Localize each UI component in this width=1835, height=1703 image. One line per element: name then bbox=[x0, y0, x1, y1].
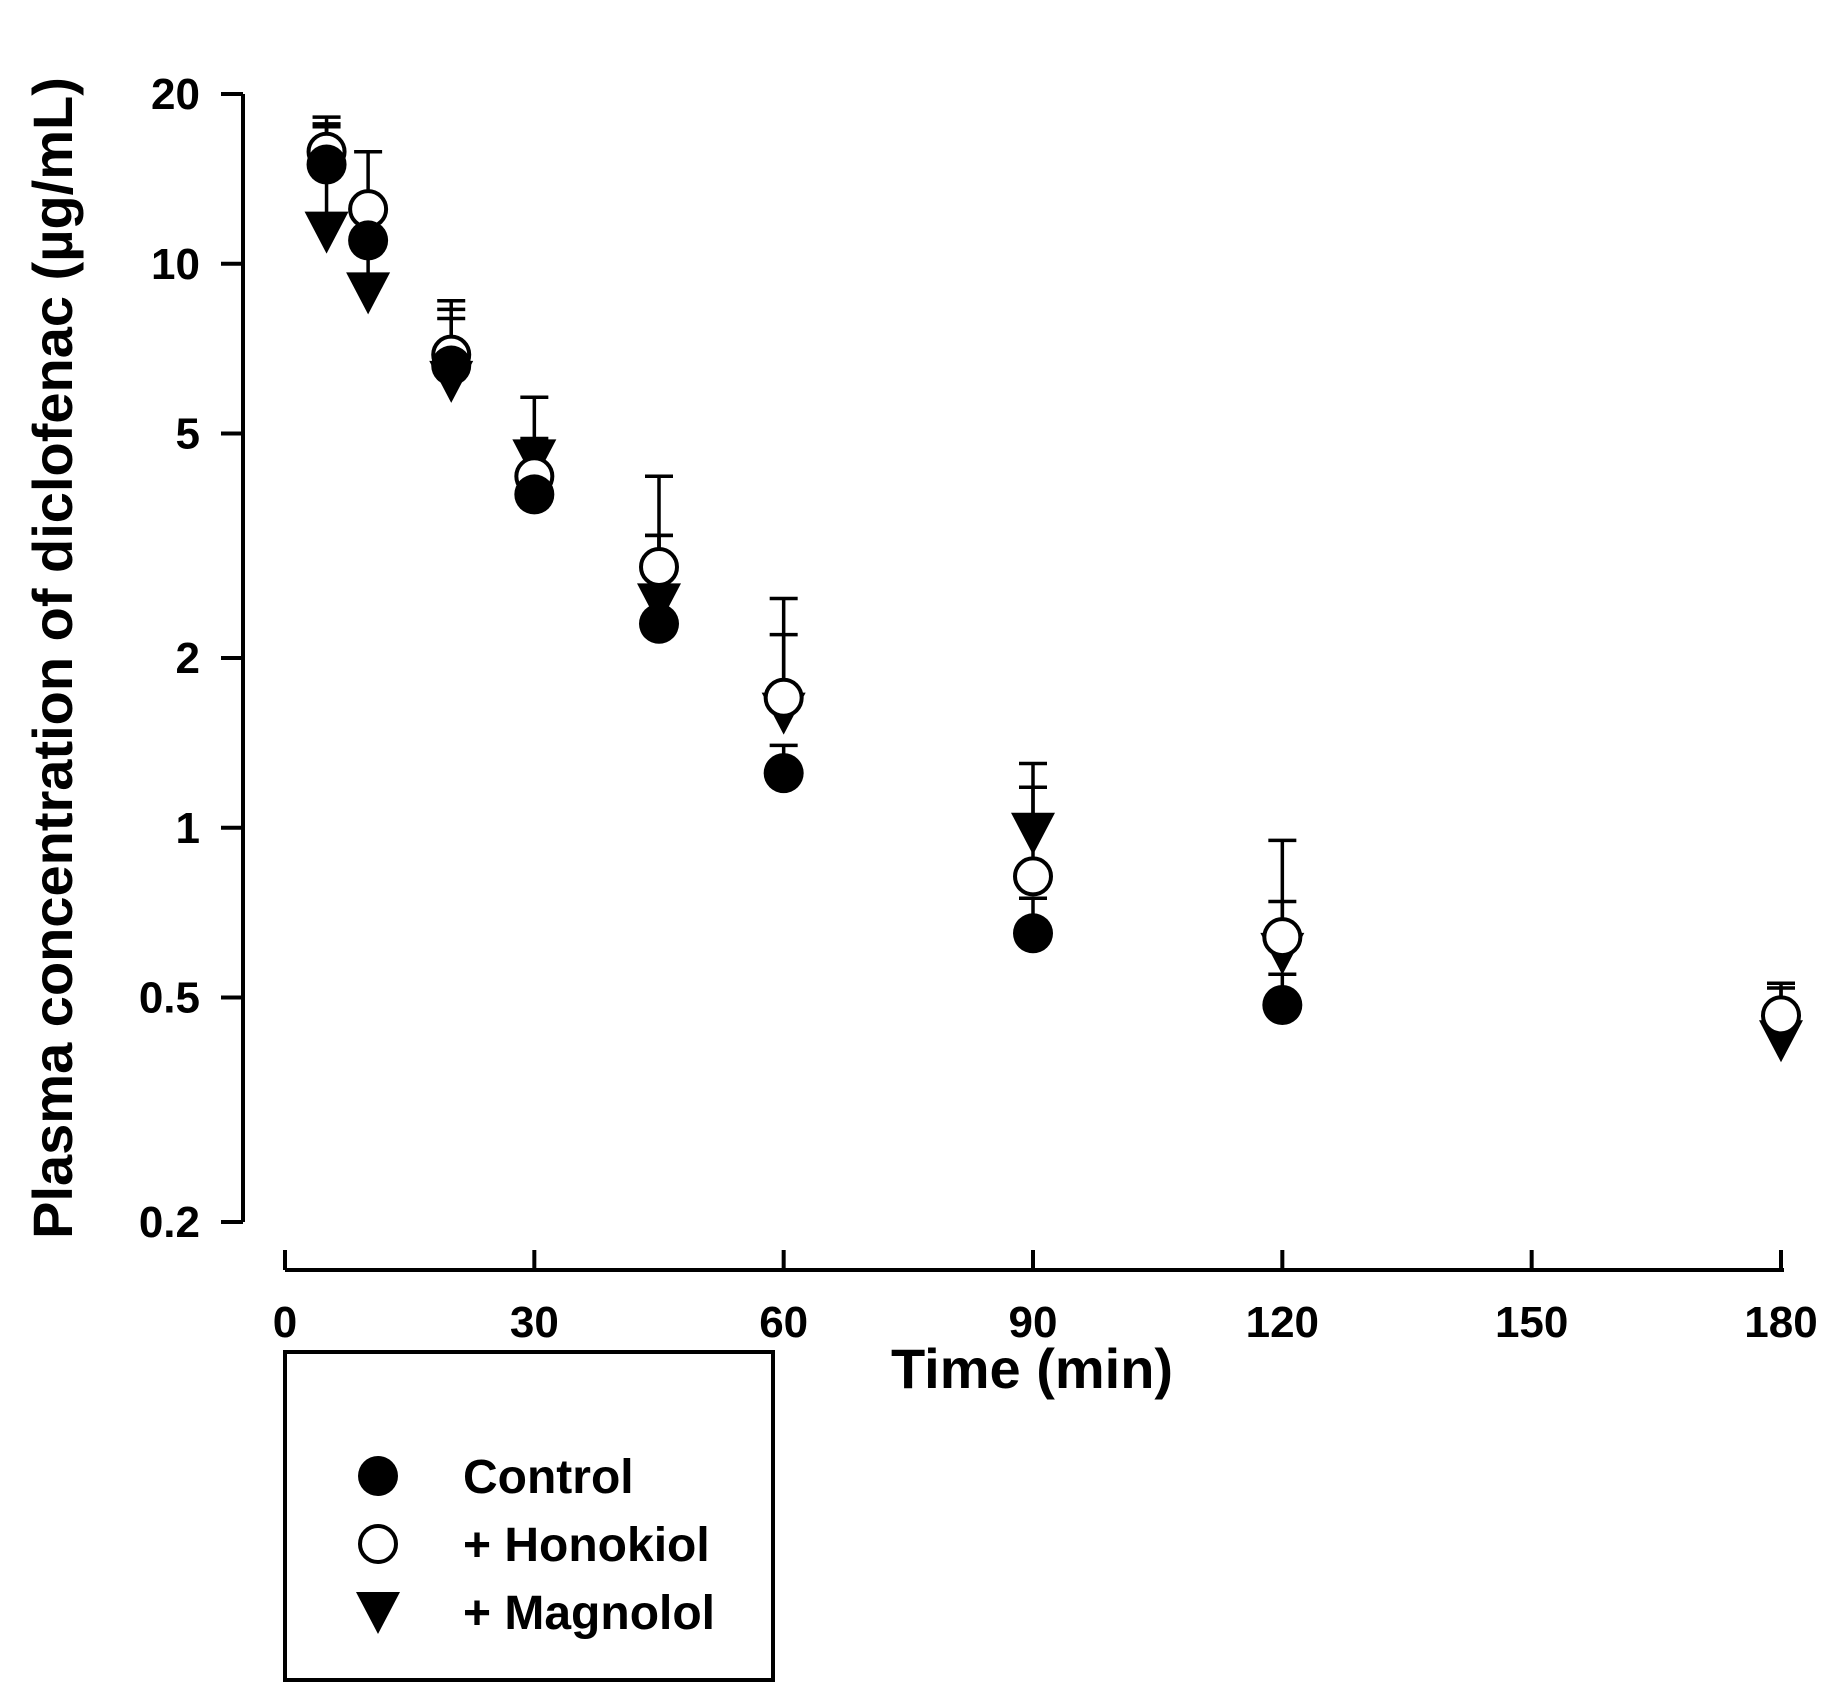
point-magnolol bbox=[304, 211, 349, 254]
point-control bbox=[639, 603, 679, 644]
x-tick-label: 150 bbox=[1495, 1298, 1568, 1347]
point-control bbox=[514, 474, 555, 515]
x-ticks: 0 30 60 90 120 150 180 bbox=[273, 1250, 1818, 1347]
point-magnolol bbox=[346, 272, 391, 315]
axes bbox=[241, 94, 1784, 1272]
y-tick-label: 10 bbox=[151, 240, 200, 289]
y-tick-label: 5 bbox=[176, 410, 200, 459]
x-tick-label: 60 bbox=[759, 1298, 808, 1347]
y-tick-label: 0.5 bbox=[139, 974, 200, 1023]
error-bars bbox=[312, 115, 1795, 1041]
legend-marker-honokiol bbox=[358, 1524, 398, 1564]
legend-marker-magnolol bbox=[356, 1592, 400, 1634]
point-control bbox=[348, 220, 389, 261]
point-honokiol bbox=[639, 546, 679, 587]
point-control bbox=[431, 345, 472, 386]
legend-items: Control + Honokiol + Magnolol bbox=[356, 1451, 715, 1640]
y-tick-label: 1 bbox=[176, 804, 200, 853]
legend-label-honokiol: + Honokiol bbox=[463, 1519, 710, 1572]
x-tick-label: 30 bbox=[510, 1298, 559, 1347]
point-control bbox=[1013, 913, 1053, 954]
y-axis-title: Plasma concentration of diclofenac (µg/m… bbox=[21, 77, 84, 1239]
y-tick-label: 2 bbox=[176, 634, 200, 683]
x-tick-label: 120 bbox=[1246, 1298, 1319, 1347]
legend-label-control: Control bbox=[463, 1451, 634, 1504]
point-control bbox=[1262, 985, 1303, 1026]
x-tick-label: 0 bbox=[273, 1298, 297, 1347]
point-honokiol bbox=[1262, 917, 1303, 958]
legend-label-magnolol: + Magnolol bbox=[463, 1587, 715, 1640]
point-honokiol bbox=[763, 677, 804, 718]
point-control bbox=[763, 753, 804, 794]
y-tick-label: 20 bbox=[151, 70, 200, 119]
point-magnolol bbox=[1011, 812, 1055, 855]
x-tick-label: 90 bbox=[1009, 1298, 1058, 1347]
y-ticks: 0.2 0.5 1 2 5 10 20 bbox=[139, 70, 243, 1247]
x-axis-title: Time (min) bbox=[891, 1337, 1173, 1400]
data-markers bbox=[304, 131, 1803, 1063]
point-honokiol bbox=[1761, 995, 1801, 1036]
legend-box bbox=[283, 1350, 775, 1682]
y-tick-label: 0.2 bbox=[139, 1198, 200, 1247]
x-tick-label: 180 bbox=[1744, 1298, 1817, 1347]
point-honokiol bbox=[1013, 856, 1053, 897]
legend-marker-control bbox=[358, 1456, 398, 1496]
legend: Control + Honokiol + Magnolol bbox=[283, 1350, 775, 1682]
point-control bbox=[306, 144, 347, 185]
